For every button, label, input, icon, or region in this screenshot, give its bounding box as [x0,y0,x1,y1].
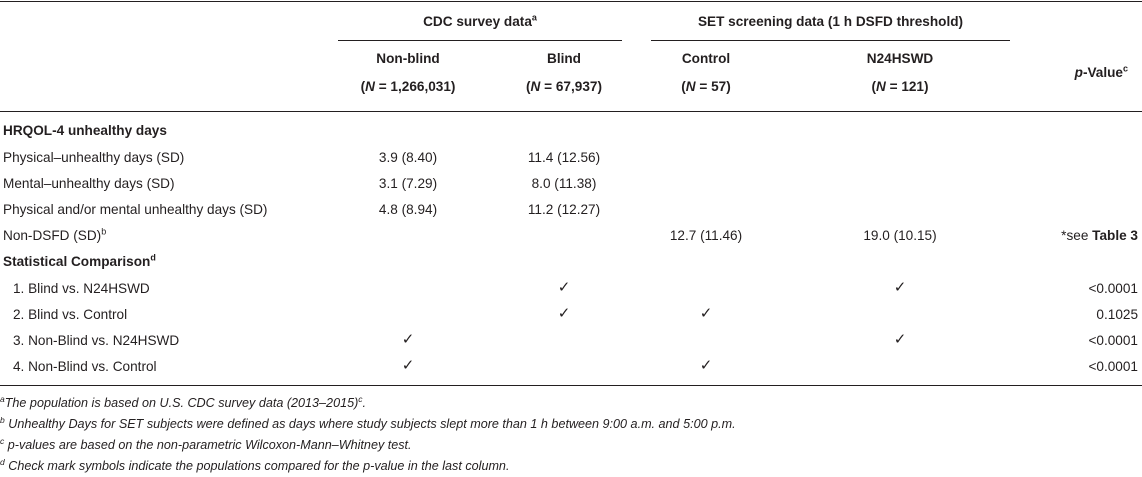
col-n-blind: (N = 67,937) [526,79,602,94]
col-n-n24hswd: (N = 121) [871,79,929,94]
cell-pvalue: <0.0001 [1088,281,1138,296]
group-header-set: SET screening data (1 h DSFD threshold) [697,14,964,29]
check-mark-icon: ✓ [557,278,571,296]
cell-pvalue: 0.1025 [1096,307,1138,322]
header-bottom-rule [0,111,1142,112]
row-label: Physical–unhealthy days (SD) [3,150,185,165]
section-stat-comparison: Statistical Comparisond [3,252,156,269]
cell-blind: 11.2 (12.27) [527,202,601,217]
group-header-cdc: CDC survey dataa [423,12,537,29]
row-label: Mental–unhealthy days (SD) [3,176,175,191]
cell-n24hswd: 19.0 (10.15) [863,228,937,243]
comparison-label: 2. Blind vs. Control [13,307,128,322]
check-mark-icon: ✓ [557,304,571,322]
cell-nonblind: 4.8 (8.94) [378,202,438,217]
cell-nonblind: 3.9 (8.40) [378,150,438,165]
cdc-group-rule [338,40,622,41]
cell-control: 12.7 (11.46) [669,228,743,243]
footnote-b: b Unhealthy Days for SET subjects were d… [0,414,736,431]
footnote-a: aThe population is based on U.S. CDC sur… [0,393,367,410]
col-n-control: (N = 57) [681,79,731,94]
check-mark-icon: ✓ [699,304,713,322]
col-n-nonblind: (N = 1,266,031) [360,79,456,94]
check-mark-icon: ✓ [893,330,907,348]
col-header-pvalue: p-Valuec [1074,63,1128,80]
comparison-label: 1. Blind vs. N24HSWD [13,281,150,296]
col-header-n24hswd: N24HSWD [866,51,934,66]
row-label-non-dsfd: Non-DSFD (SD)b [3,226,107,243]
cell-pvalue: <0.0001 [1088,333,1138,348]
top-rule [0,1,1142,2]
cell-nonblind: 3.1 (7.29) [378,176,438,191]
table-bottom-rule [0,385,1142,386]
cell-blind: 11.4 (12.56) [527,150,601,165]
footnote-d: d Check mark symbols indicate the popula… [0,456,510,473]
cell-pvalue-see-table: *see Table 3 [1061,228,1138,243]
check-mark-icon: ✓ [401,356,415,374]
col-header-nonblind: Non-blind [376,51,440,66]
section-hrqol: HRQOL-4 unhealthy days [3,123,167,138]
check-mark-icon: ✓ [893,278,907,296]
footnote-c: c p-values are based on the non-parametr… [0,435,412,452]
table-3-reference-link[interactable]: Table 3 [1092,228,1138,243]
check-mark-icon: ✓ [401,330,415,348]
set-group-rule [651,40,1010,41]
comparison-label: 3. Non-Blind vs. N24HSWD [13,333,180,348]
cell-blind: 8.0 (11.38) [531,176,597,191]
check-mark-icon: ✓ [699,356,713,374]
col-header-blind: Blind [547,51,581,66]
row-label: Physical and/or mental unhealthy days (S… [3,202,268,217]
col-header-control: Control [681,51,731,66]
comparison-label: 4. Non-Blind vs. Control [13,359,157,374]
cell-pvalue: <0.0001 [1088,359,1138,374]
